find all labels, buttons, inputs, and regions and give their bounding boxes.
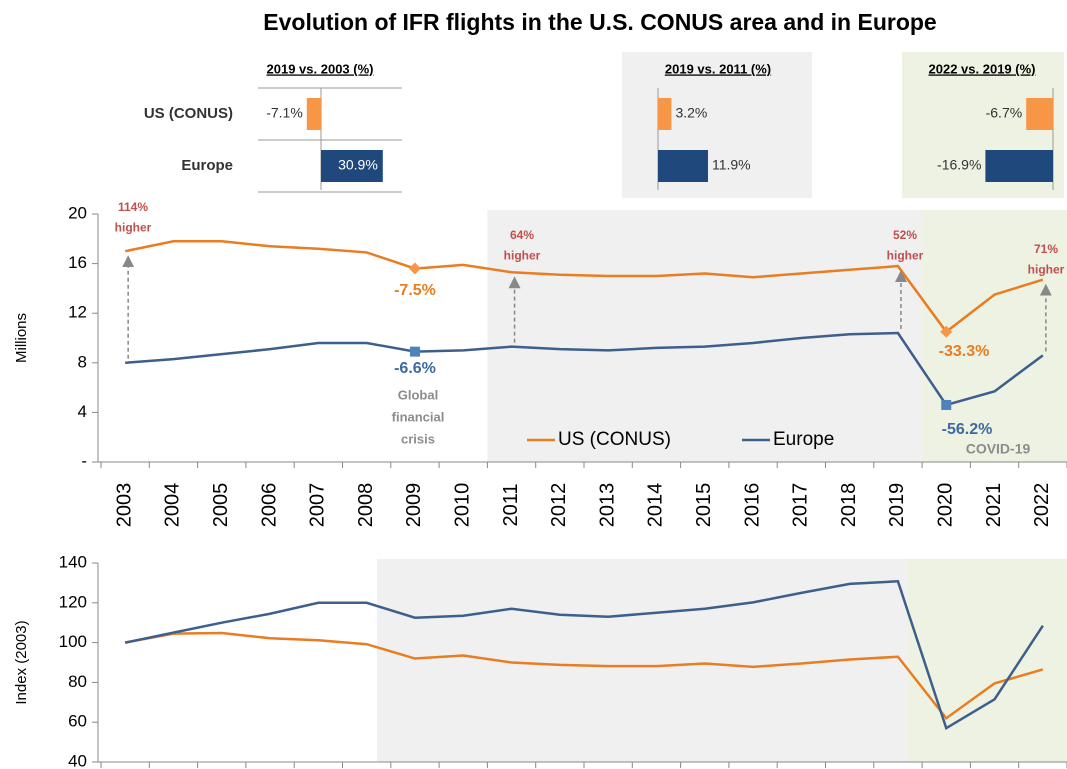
x-tick-label: 2014 xyxy=(645,483,667,528)
y-tick-label: 40 xyxy=(68,751,87,769)
annotation: -7.5% xyxy=(394,282,436,299)
y-tick-label: 120 xyxy=(59,592,87,611)
y-tick-label: 16 xyxy=(68,253,87,272)
bar xyxy=(1026,98,1053,130)
x-tick-label: 2010 xyxy=(452,483,474,528)
x-tick-label: 2006 xyxy=(258,483,280,528)
category-label: US (CONUS) xyxy=(144,105,233,122)
x-tick-label: 2015 xyxy=(693,483,715,528)
bar xyxy=(658,98,672,130)
series-line xyxy=(125,331,1044,407)
shade-covid xyxy=(908,559,1067,762)
marker-square xyxy=(941,399,952,410)
annotation: higher xyxy=(887,249,924,263)
marker-diamond xyxy=(940,325,953,338)
annotation: crisis xyxy=(401,432,435,447)
shade-gfc xyxy=(377,559,908,762)
y-tick-label: 60 xyxy=(68,712,87,731)
x-tick-label: 2021 xyxy=(983,483,1005,528)
panel-title: 2022 vs. 2019 (%) xyxy=(929,61,1036,76)
bar xyxy=(658,150,708,182)
category-label: Europe xyxy=(181,157,233,174)
annotation: -56.2% xyxy=(942,421,993,438)
legend-label: US (CONUS) xyxy=(558,429,671,450)
y-tick-label: 12 xyxy=(68,303,87,322)
series-line xyxy=(124,631,1044,720)
x-tick-label: 2009 xyxy=(403,483,425,528)
x-tick-label: 2022 xyxy=(1031,483,1053,528)
value-label: -6.7% xyxy=(986,105,1023,121)
annotation: 71% xyxy=(1034,242,1058,256)
series-line xyxy=(124,580,1044,731)
value-label: 30.9% xyxy=(338,157,378,173)
marker-square xyxy=(409,346,420,357)
value-label: 11.9% xyxy=(712,157,751,173)
value-label: -7.1% xyxy=(266,105,303,121)
annotation: Global xyxy=(398,387,438,402)
x-tick-label: 2003 xyxy=(113,483,135,528)
value-label: 3.2% xyxy=(675,105,707,121)
y-tick-label: 4 xyxy=(78,402,87,421)
x-tick-label: 2018 xyxy=(838,483,860,528)
chart-title: Evolution of IFR flights in the U.S. CON… xyxy=(263,9,936,35)
annotation: financial xyxy=(392,410,445,425)
y-tick-label: 8 xyxy=(78,352,87,371)
y-tick-label: 140 xyxy=(59,552,87,571)
value-label: -16.9% xyxy=(937,157,981,173)
x-tick-label: 2016 xyxy=(741,483,763,528)
annotation: higher xyxy=(1028,263,1065,277)
annotation: 114% xyxy=(118,200,148,214)
x-tick-label: 2011 xyxy=(500,483,522,526)
x-tick-label: 2008 xyxy=(355,483,377,528)
y-axis-label: Index (2003) xyxy=(13,620,30,704)
x-tick-label: 2019 xyxy=(886,483,908,528)
marker-diamond xyxy=(408,262,421,275)
bar xyxy=(306,98,321,130)
annotation: higher xyxy=(504,249,541,263)
x-tick-label: 2017 xyxy=(790,483,812,528)
x-tick-label: 2012 xyxy=(548,483,570,528)
annotation: 52% xyxy=(893,228,917,242)
y-tick-label: 80 xyxy=(68,672,87,691)
bar xyxy=(321,150,383,182)
annotation: 64% xyxy=(510,228,534,242)
panel-bg xyxy=(622,52,812,198)
bar xyxy=(985,150,1053,182)
x-tick-label: 2005 xyxy=(210,483,232,528)
series-line xyxy=(124,240,1044,334)
x-tick-label: 2004 xyxy=(162,483,184,528)
annotation: -6.6% xyxy=(394,360,436,377)
legend-label: Europe xyxy=(773,429,834,450)
y-axis-label: Millions xyxy=(13,313,30,363)
panel-title: 2019 vs. 2003 (%) xyxy=(267,61,374,76)
y-tick-label: 100 xyxy=(59,632,87,651)
panel-title: 2019 vs. 2011 (%) xyxy=(665,61,771,76)
x-tick-label: 2020 xyxy=(935,483,957,528)
y-tick-label: - xyxy=(81,451,87,470)
shade-gfc xyxy=(487,210,923,462)
y-tick-label: 20 xyxy=(68,203,87,222)
annotation: higher xyxy=(115,221,152,235)
annotation: COVID-19 xyxy=(966,441,1031,457)
x-tick-label: 2013 xyxy=(596,483,618,528)
x-tick-label: 2007 xyxy=(307,483,329,528)
annotation: -33.3% xyxy=(939,343,990,360)
